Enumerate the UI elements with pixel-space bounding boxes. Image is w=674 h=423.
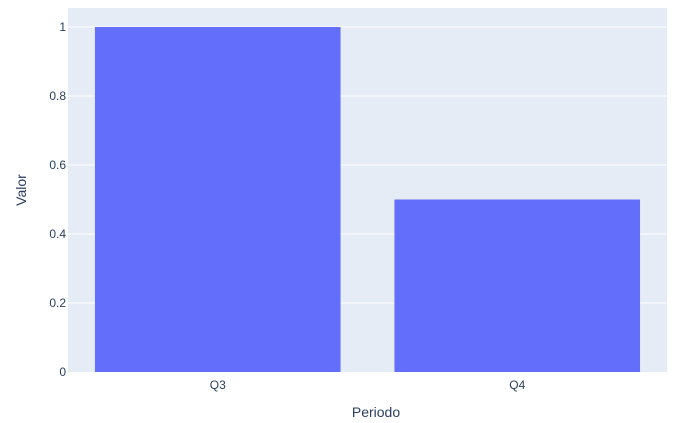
x-tick-label: Q3 <box>210 378 226 392</box>
x-tick-label: Q4 <box>509 378 525 392</box>
y-tick-label: 0.4 <box>49 227 66 241</box>
bar-q3[interactable] <box>94 27 341 372</box>
y-tick-label: 0 <box>59 365 66 379</box>
y-tick-label: 0.8 <box>49 89 66 103</box>
y-axis-ticks: 0 0.2 0.4 0.6 0.8 1 <box>49 20 66 379</box>
y-axis-title: Valor <box>13 174 29 206</box>
y-tick-label: 0.6 <box>49 158 66 172</box>
x-axis-title: Periodo <box>352 404 400 420</box>
y-tick-label: 1 <box>59 20 66 34</box>
y-tick-label: 0.2 <box>49 296 66 310</box>
x-axis-ticks: Q3 Q4 <box>210 378 526 392</box>
bar-q4[interactable] <box>394 199 641 373</box>
bars <box>94 27 641 373</box>
